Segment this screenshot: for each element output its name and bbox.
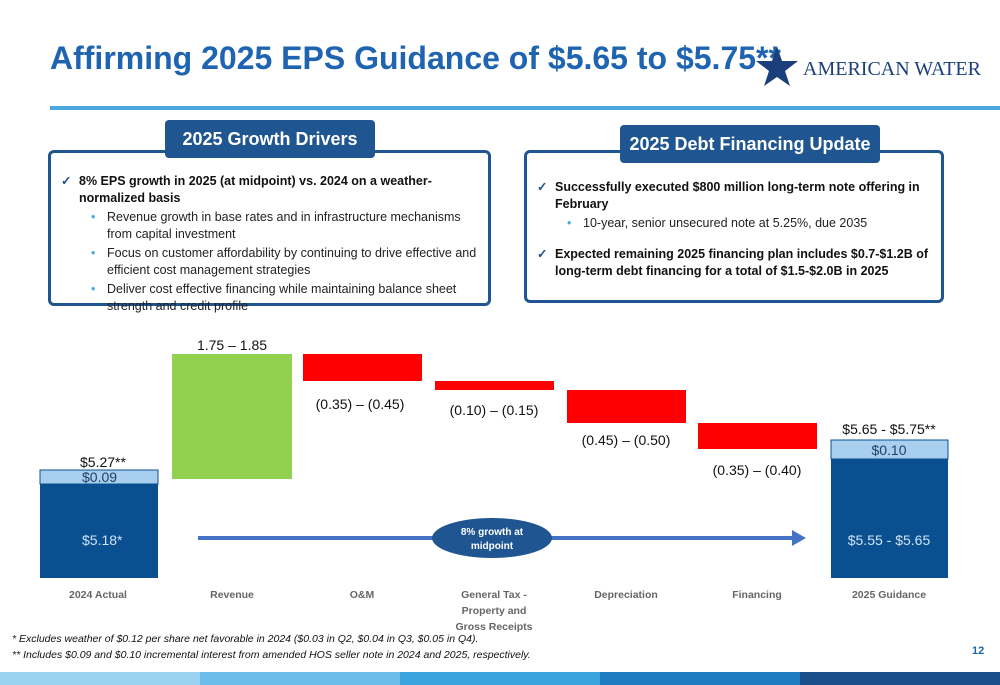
title: Affirming 2025 EPS Guidance of $5.65 to … bbox=[50, 40, 781, 76]
bar-financing bbox=[698, 423, 817, 449]
label: (0.45) – (0.50) bbox=[582, 432, 671, 448]
x-label: Depreciation bbox=[594, 589, 658, 601]
logo-star bbox=[756, 46, 798, 86]
growth-oval bbox=[432, 518, 552, 558]
debt-list: Successfully executed $800 million long-… bbox=[537, 179, 931, 280]
logo: American Water bbox=[803, 58, 981, 80]
label: $5.65 - $5.75** bbox=[842, 421, 936, 437]
growth-box: 8% EPS growth in 2025 (at midpoint) vs. … bbox=[48, 150, 491, 313]
footnote: ** Includes $0.09 and $0.10 incremental … bbox=[12, 649, 531, 661]
label: 1.75 – 1.85 bbox=[197, 337, 267, 353]
growth-list: 8% EPS growth in 2025 (at midpoint) vs. … bbox=[61, 173, 478, 315]
label: (0.10) – (0.15) bbox=[450, 402, 539, 418]
footnote: * Excludes weather of $0.12 per share ne… bbox=[12, 633, 479, 645]
footer-bar bbox=[0, 672, 1000, 685]
label: $5.18* bbox=[82, 532, 123, 548]
bar-om bbox=[303, 354, 422, 381]
growth-heading: 2025 Growth Drivers bbox=[165, 120, 375, 158]
x-label: Financing bbox=[732, 589, 782, 601]
sub-bullet: Focus on customer affordability by conti… bbox=[61, 245, 478, 279]
divider bbox=[50, 106, 1000, 110]
bullet: Expected remaining 2025 financing plan i… bbox=[537, 246, 931, 280]
bar-interest bbox=[39, 469, 159, 485]
debt-heading: 2025 Debt Financing Update bbox=[620, 125, 880, 163]
label: $5.55 - $5.65 bbox=[848, 532, 931, 548]
bar-interest bbox=[830, 439, 949, 460]
bullet: Successfully executed $800 million long-… bbox=[537, 179, 931, 213]
bar-revenue bbox=[172, 354, 292, 479]
arrow-head bbox=[792, 530, 806, 546]
growth-note-1: 8% growth at midpoint bbox=[461, 527, 524, 552]
label: (0.35) – (0.45) bbox=[316, 396, 405, 412]
label: $5.27** bbox=[80, 454, 126, 470]
x-label: General Tax -Property and Gross Receipts bbox=[455, 589, 532, 633]
debt-box: Successfully executed $800 million long-… bbox=[524, 150, 944, 303]
label: $0.09 bbox=[82, 469, 117, 485]
label: $0.10 bbox=[871, 442, 906, 458]
x-label: 2024 Actual bbox=[69, 589, 127, 601]
sub-bullet: Revenue growth in base rates and in infr… bbox=[61, 209, 478, 243]
bar-tax bbox=[435, 381, 554, 390]
page-number: 12 bbox=[972, 645, 984, 657]
bullet: 8% EPS growth in 2025 (at midpoint) vs. … bbox=[61, 173, 478, 207]
sub-bullet: 10-year, senior unsecured note at 5.25%,… bbox=[537, 215, 931, 232]
bar-base bbox=[40, 484, 158, 578]
x-label: Revenue bbox=[210, 589, 254, 601]
sub-bullet: Deliver cost effective financing while m… bbox=[61, 281, 478, 315]
label: (0.35) – (0.40) bbox=[713, 462, 802, 478]
x-label: 2025 Guidance bbox=[852, 589, 926, 601]
bar-base bbox=[831, 459, 948, 578]
x-label: O&M bbox=[350, 589, 375, 601]
bar-depreciation bbox=[567, 390, 686, 423]
